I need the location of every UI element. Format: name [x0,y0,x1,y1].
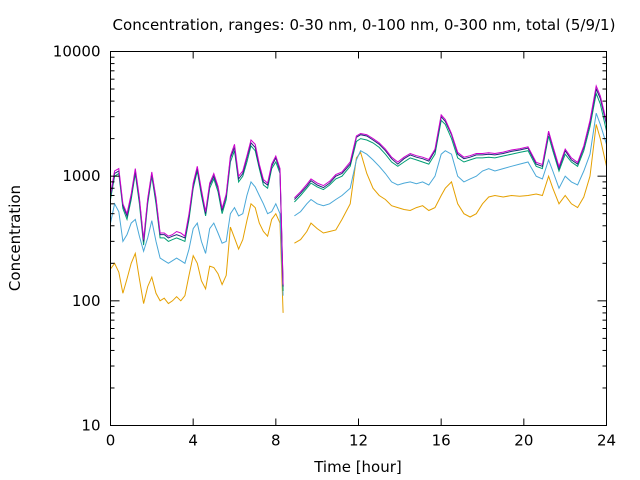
x-axis-label: Time [hour] [313,458,402,476]
x-tick-label: 20 [514,432,533,450]
y-tick-label: 10 [81,417,100,435]
x-tick-label: 0 [106,432,116,450]
y-axis-label: Concentration [6,185,24,291]
x-tick-label: 16 [432,432,451,450]
y-tick-label: 10000 [53,43,101,61]
x-axis: 0 4 8 12 16 20 24 [106,51,616,450]
y-tick-label: 100 [72,292,101,310]
y-tick-label: 1000 [62,167,100,185]
series-line-1 [110,124,607,313]
x-tick-label: 24 [597,432,616,450]
chart-title: Concentration, ranges: 0-30 nm, 0-100 nm… [113,16,616,34]
y-axis: 10 100 1000 10000 [53,43,607,435]
series-line-2 [110,113,607,296]
series-line-3 [110,91,607,292]
series-line-5 [110,84,607,285]
x-tick-label: 12 [349,432,368,450]
x-tick-label: 8 [271,432,281,450]
series-line-4 [110,87,607,287]
plot-frame [110,51,607,426]
series-layer [110,84,607,313]
x-tick-label: 4 [188,432,198,450]
